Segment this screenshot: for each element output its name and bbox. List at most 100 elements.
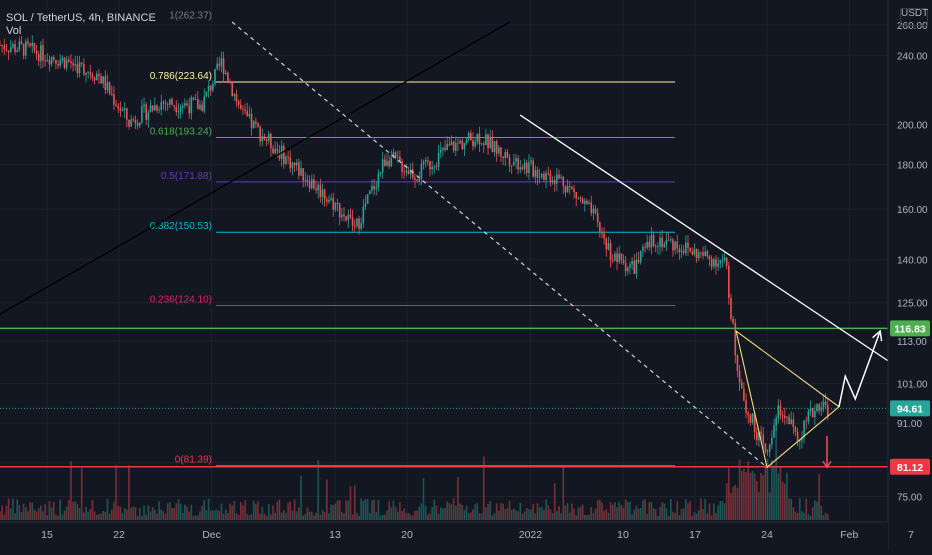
candle-body <box>814 411 816 418</box>
candle-body <box>491 136 494 153</box>
candle-body <box>364 203 367 207</box>
candle-body <box>224 72 227 75</box>
volume-bar <box>61 514 64 520</box>
candle-body <box>809 408 812 412</box>
volume-bar <box>629 501 631 520</box>
volume-bar <box>9 508 12 520</box>
volume-bar <box>248 514 251 520</box>
volume-bar <box>83 512 85 520</box>
volume-bar <box>801 511 803 520</box>
candle-body <box>523 162 526 170</box>
volume-bar <box>162 511 165 520</box>
volume-bar <box>665 508 668 520</box>
candle-body <box>162 102 165 104</box>
projection-path <box>838 330 881 407</box>
candle-body <box>719 260 722 264</box>
volume-bar <box>811 507 814 520</box>
volume-bar <box>796 512 799 520</box>
currency-unit-button[interactable]: USDT <box>900 8 928 26</box>
volume-bar <box>132 506 135 520</box>
time-tick-label: Dec <box>202 529 221 541</box>
volume-bar <box>614 502 616 520</box>
candle-body <box>29 43 31 47</box>
volume-bar <box>300 475 302 520</box>
candle-body <box>345 216 347 221</box>
volume-bar <box>353 485 356 520</box>
candle-body <box>313 179 315 189</box>
volume-bar <box>631 514 633 520</box>
resistance-price-tag: 116.83 <box>894 323 926 335</box>
volume-bar <box>270 514 272 520</box>
candle-body <box>175 106 178 113</box>
candle-body <box>263 136 266 140</box>
candle-body <box>525 162 528 173</box>
volume-bar <box>749 472 752 520</box>
candle-body <box>502 156 504 158</box>
volume-bar <box>470 512 472 520</box>
candle-body <box>618 253 620 263</box>
candle-body <box>498 147 500 154</box>
volume-bar <box>525 507 528 520</box>
volume-bar <box>16 499 18 520</box>
volume-bar <box>72 501 74 520</box>
price-tick-label: 260.00 <box>897 21 928 32</box>
volume-bar <box>506 508 509 520</box>
volume-bar <box>302 515 304 520</box>
candle-body <box>508 157 511 166</box>
candle-body <box>710 258 713 267</box>
volume-bar <box>659 506 661 520</box>
candle-body <box>504 152 507 158</box>
volume-bar <box>805 498 808 520</box>
volume-bar <box>184 504 186 520</box>
volume-bar <box>328 513 330 520</box>
volume-bar <box>143 505 145 520</box>
candle-body <box>295 162 298 166</box>
candle-body <box>164 103 167 105</box>
candle-body <box>302 168 304 181</box>
volume-bar <box>356 513 358 520</box>
candle-body <box>553 180 556 184</box>
candle-body <box>775 418 777 426</box>
volume-bar <box>820 505 823 520</box>
volume-bar <box>298 507 300 520</box>
candle-body <box>267 133 270 141</box>
candle-body <box>753 413 756 433</box>
volume-bar <box>547 505 550 520</box>
time-tick-label: 20 <box>401 529 413 541</box>
volume-bar <box>283 509 285 520</box>
volume-bar <box>216 509 218 520</box>
candle-body <box>826 404 829 417</box>
volume-bar <box>457 477 459 520</box>
candle-body <box>149 105 152 113</box>
volume-bar <box>308 511 311 520</box>
candle-body <box>201 104 203 112</box>
candle-body <box>78 62 81 74</box>
candle-body <box>513 161 515 166</box>
candle-body <box>177 111 180 113</box>
volume-bar <box>115 464 117 520</box>
candle-body <box>648 241 651 248</box>
volume-bar <box>224 509 227 520</box>
candle-body <box>622 259 625 263</box>
candle-body <box>300 168 302 176</box>
candle-body <box>736 355 739 371</box>
trendline <box>519 114 912 377</box>
volume-bar <box>575 515 577 520</box>
volume-bar <box>57 515 59 520</box>
triangle-pattern <box>735 329 840 469</box>
candle-body <box>272 148 274 154</box>
price-tick-label: 140.00 <box>897 256 928 267</box>
volume-bar <box>467 513 470 520</box>
candle-body <box>113 93 115 105</box>
volume-bar <box>14 513 16 520</box>
candle-body <box>730 297 732 319</box>
volume-bar <box>700 498 702 520</box>
volume-bar <box>287 502 289 520</box>
volume-bar <box>695 513 698 520</box>
candle-body <box>44 60 46 62</box>
volume-bar <box>20 511 23 520</box>
volume-bar <box>476 503 479 520</box>
candle-body <box>76 64 79 74</box>
